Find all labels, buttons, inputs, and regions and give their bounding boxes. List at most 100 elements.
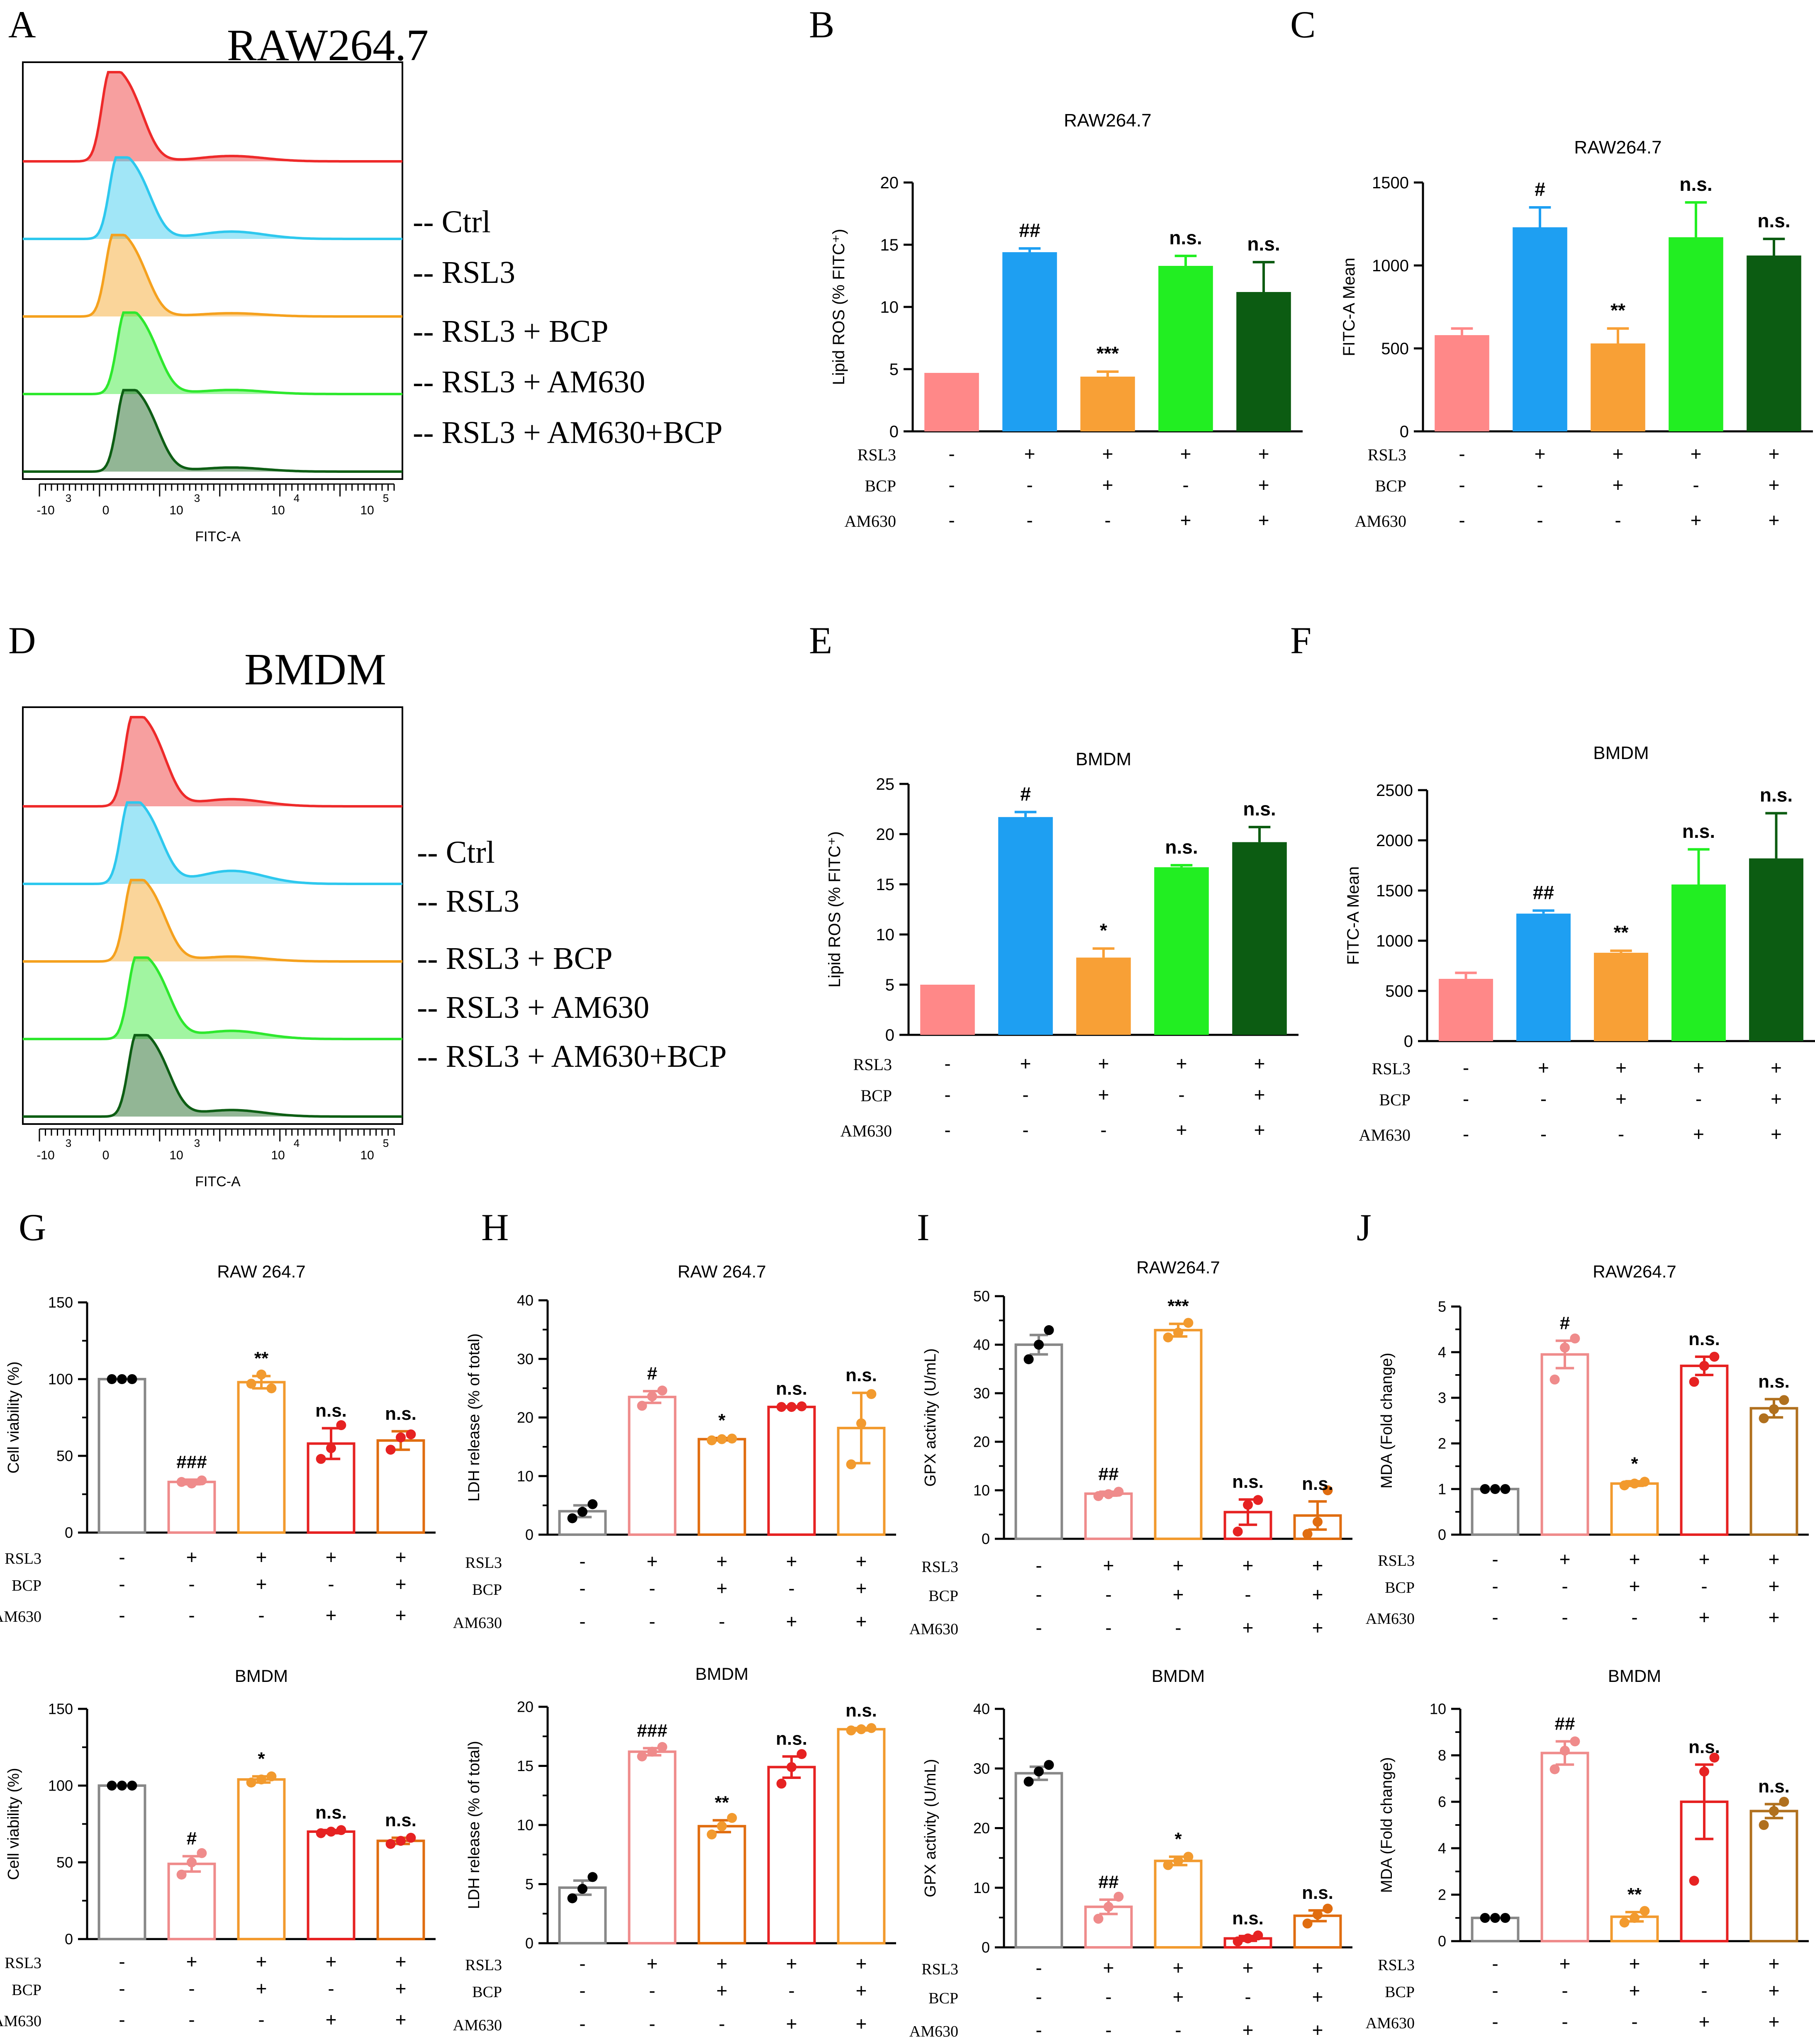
- significance-label-4: n.s.: [1757, 210, 1790, 231]
- bar-0: [1014, 1343, 1063, 1540]
- treatment-sign: +: [1020, 1053, 1031, 1074]
- treatment-sign: -: [1026, 509, 1033, 531]
- treatment-sign: +: [1312, 1617, 1323, 1638]
- bar-1: [167, 1480, 216, 1534]
- treatment-sign: -: [1104, 509, 1111, 531]
- data-point: [1044, 1760, 1054, 1770]
- data-point: [1323, 1903, 1333, 1914]
- y-tick-label: 40: [973, 1701, 990, 1718]
- data-point: [1113, 1891, 1124, 1902]
- data-point: [1313, 1517, 1323, 1527]
- data-point: [187, 1857, 197, 1867]
- treatment-sign: -: [1459, 474, 1465, 496]
- bar-chart-H2: BMDM 0 5 10 15 20 LDH release (% of total) ### *…: [453, 1664, 896, 2034]
- significance-label-4: n.s.: [1302, 1474, 1333, 1494]
- y-tick-label: 20: [876, 825, 895, 844]
- treatment-sign: -: [944, 1084, 950, 1105]
- data-point: [316, 1454, 326, 1464]
- treatment-sign: -: [1175, 2019, 1181, 2041]
- bar-4: [1747, 256, 1801, 431]
- treatment-row-label: BCP: [928, 1587, 958, 1605]
- treatment-sign: +: [1769, 443, 1780, 465]
- treatment-sign: -: [1540, 1088, 1547, 1110]
- histogram-curve-3: [23, 956, 402, 1040]
- y-tick-label: 0: [889, 423, 899, 441]
- data-point: [1253, 1930, 1263, 1941]
- treatment-sign: -: [1492, 1575, 1498, 1597]
- histogram-tick-label: 10: [169, 504, 183, 517]
- treatment-row-label: AM630: [1359, 1126, 1411, 1144]
- data-point: [326, 1443, 336, 1453]
- data-point: [1093, 1914, 1104, 1924]
- treatment-sign: -: [1105, 1617, 1111, 1638]
- data-point: [127, 1374, 137, 1384]
- data-point: [1173, 1327, 1183, 1338]
- significance-label-2: *: [1631, 1453, 1638, 1474]
- treatment-sign: +: [395, 2009, 407, 2030]
- bar-0: [924, 373, 979, 431]
- significance-label-1: #: [1020, 783, 1031, 805]
- data-point: [1560, 1745, 1570, 1756]
- bar-1: [1540, 1353, 1589, 1536]
- bar-4: [1749, 858, 1803, 1041]
- significance-label-3: n.s.: [776, 1379, 807, 1399]
- significance-label-2: ***: [1096, 343, 1119, 364]
- treatment-sign: +: [786, 2013, 797, 2034]
- data-point: [1759, 1413, 1769, 1424]
- treatment-sign: -: [788, 1980, 794, 2001]
- treatment-row-label: AM630: [0, 1608, 41, 1625]
- data-point: [776, 1779, 787, 1789]
- y-tick-label: 40: [973, 1336, 990, 1353]
- treatment-row-label: RSL3: [465, 1956, 502, 1974]
- significance-label-1: #: [1535, 178, 1545, 200]
- bar-chart-J2: BMDM 0 2 4 6 8 10 MDA (Fold change) ## ** n.s. n.s.…: [1366, 1666, 1809, 2032]
- treatment-sign: +: [1173, 1957, 1184, 1978]
- histogram-fill-2: [23, 880, 402, 961]
- treatment-sign: -: [1618, 1123, 1624, 1145]
- histogram-tick-label: 3: [194, 1137, 200, 1149]
- treatment-sign: -: [1035, 2019, 1042, 2041]
- treatment-sign: -: [1631, 2011, 1637, 2032]
- treatment-sign: +: [1535, 443, 1546, 465]
- histogram-tick-label: 0: [102, 1149, 110, 1162]
- treatment-sign: +: [1242, 1957, 1254, 1978]
- treatment-sign: -: [788, 1577, 794, 1599]
- bar-2: [1591, 343, 1645, 431]
- treatment-sign: +: [1176, 1053, 1187, 1074]
- treatment-row-label: BCP: [472, 1581, 502, 1599]
- treatment-sign: -: [328, 1978, 334, 1999]
- treatment-sign: +: [1258, 474, 1269, 496]
- data-point: [1560, 1343, 1570, 1353]
- y-tick-label: 8: [1438, 1747, 1446, 1764]
- treatment-sign: -: [328, 1573, 334, 1595]
- treatment-row-label: BCP: [472, 1983, 502, 2001]
- y-tick-label: 15: [876, 876, 895, 894]
- histogram-curve-3: [23, 311, 402, 395]
- histogram-fill-4: [23, 1035, 402, 1117]
- treatment-sign: -: [1035, 1957, 1042, 1978]
- treatment-sign: -: [649, 1980, 655, 2001]
- data-point: [787, 1402, 797, 1412]
- y-tick-label: 10: [517, 1467, 534, 1484]
- bar-1: [1513, 227, 1567, 431]
- treatment-sign: +: [1691, 509, 1702, 531]
- data-point: [1233, 1526, 1243, 1537]
- treatment-sign: +: [647, 1953, 658, 1974]
- histogram-title: BMDM: [244, 645, 386, 694]
- legend-entry-3: -- RSL3 + AM630: [413, 365, 645, 399]
- data-point: [856, 1724, 866, 1735]
- treatment-sign: +: [1254, 1119, 1265, 1141]
- data-point: [1104, 1902, 1113, 1912]
- treatment-sign: -: [119, 1978, 125, 1999]
- treatment-sign: -: [1245, 1986, 1251, 2008]
- chart-title: BMDM: [235, 1666, 288, 1686]
- data-point: [1630, 1478, 1640, 1489]
- treatment-sign: +: [1312, 1986, 1323, 2008]
- treatment-sign: +: [256, 1546, 267, 1568]
- treatment-sign: +: [1769, 474, 1780, 496]
- bar-1: [1002, 252, 1057, 431]
- y-axis-label: LDH release (% of total): [465, 1741, 483, 1909]
- histogram-tick-label: 10: [360, 1149, 374, 1162]
- y-tick-label: 20: [973, 1820, 990, 1837]
- data-point: [187, 1478, 197, 1489]
